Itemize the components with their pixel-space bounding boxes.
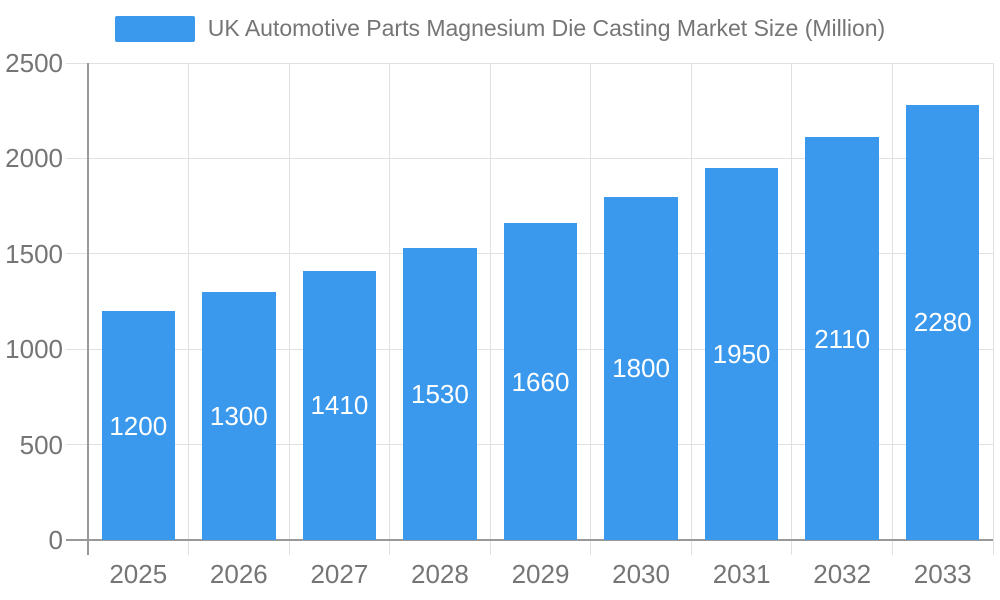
x-tick-label: 2029 [511,559,570,589]
y-tick-label: 500 [19,429,63,460]
x-tick-label: 2031 [712,559,771,589]
plot-area: 0 500 1000 1500 2000 2500 1200 2025 1300 2026 1410… [5,50,994,587]
y-tick-label: 1500 [5,238,63,269]
bar-value-label: 1950 [712,338,771,369]
bar[interactable]: 1410 [302,270,377,540]
y-tick-label: 1000 [5,334,63,365]
bar[interactable]: 2110 [805,137,879,540]
bar-value-label: 1660 [511,366,570,397]
x-tick-label: 2026 [209,559,268,589]
gridline-v [992,63,994,555]
bar[interactable]: 1530 [403,248,477,540]
legend-swatch-icon [114,15,195,42]
gridline-v [690,63,692,555]
x-tick-label: 2032 [813,559,872,589]
y-tick-label: 2000 [5,143,63,174]
bar[interactable]: 1300 [202,291,276,540]
y-axis-line [87,63,89,555]
gridline-v [590,63,592,555]
bar[interactable]: 2280 [906,104,980,540]
bar-value-label: 1410 [310,390,369,421]
y-tick-label: 0 [48,525,63,555]
bar[interactable]: 1800 [604,196,678,540]
x-tick-label: 2025 [109,559,168,589]
x-tick-label: 2027 [310,559,369,589]
bar-value-label: 1800 [612,353,670,384]
legend-label: UK Automotive Parts Magnesium Die Castin… [207,15,886,41]
gridline-v [389,63,391,555]
bar[interactable]: 1200 [101,311,175,540]
gridline-h [66,157,993,159]
x-tick-label: 2028 [411,559,469,589]
x-tick-label: 2030 [612,559,670,589]
bar-value-label: 1200 [109,410,168,441]
gridline-v [188,63,190,555]
y-tick-label: 2500 [5,48,63,78]
gridline-v [288,63,290,555]
gridline-v [489,63,491,555]
gridline-v [891,63,893,555]
bar-value-label: 1300 [209,400,268,431]
gridline-v [791,63,793,555]
chart-legend[interactable]: UK Automotive Parts Magnesium Die Castin… [0,15,1000,42]
gridline-h [66,62,993,64]
bar[interactable]: 1950 [704,167,779,540]
bar-value-label: 1530 [411,379,469,410]
x-tick-label: 2033 [913,559,972,589]
bar[interactable]: 1660 [503,223,578,540]
bar-value-label: 2280 [913,307,972,338]
bar-value-label: 2110 [814,323,871,354]
x-axis-line [66,539,993,541]
